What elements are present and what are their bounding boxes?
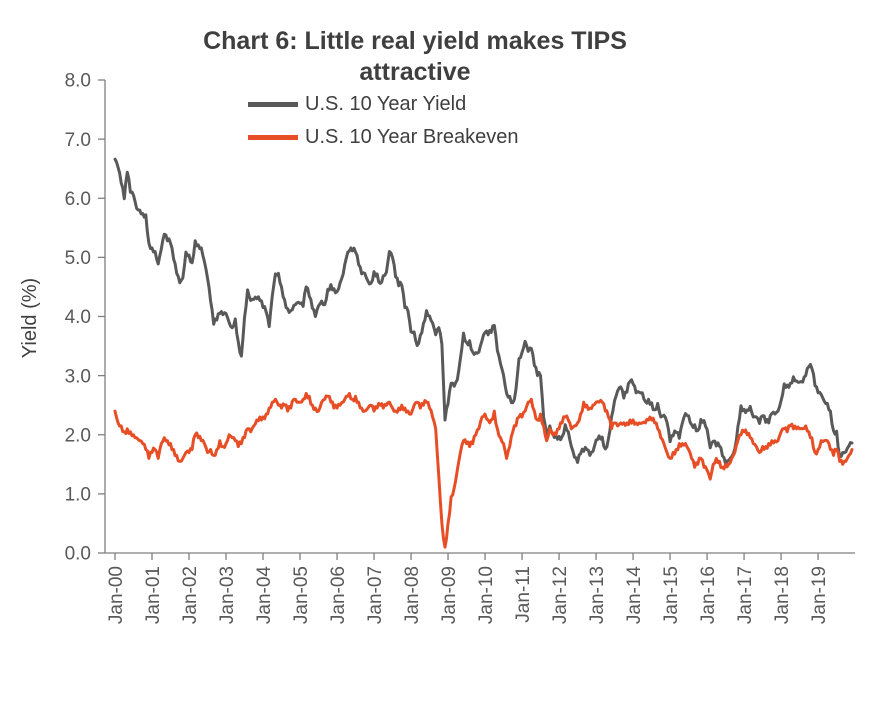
svg-text:0.0: 0.0 [65, 544, 91, 565]
svg-text:Jan-16: Jan-16 [698, 566, 719, 624]
svg-text:Jan-12: Jan-12 [550, 566, 571, 624]
svg-text:3.0: 3.0 [65, 366, 91, 387]
y-axis-title: Yield (%) [19, 278, 41, 358]
svg-text:Jan-01: Jan-01 [143, 566, 164, 624]
svg-text:Jan-03: Jan-03 [217, 566, 238, 624]
legend-label-yield: U.S. 10 Year Yield [305, 93, 467, 115]
chart-title: Chart 6: Little real yield makes TIPS at… [203, 27, 627, 87]
svg-text:Jan-05: Jan-05 [291, 566, 312, 624]
breakeven-line-swatch-icon [248, 135, 298, 140]
svg-text:5.0: 5.0 [65, 248, 91, 269]
svg-text:Jan-14: Jan-14 [624, 566, 645, 625]
svg-text:Jan-19: Jan-19 [809, 566, 830, 624]
svg-text:6.0: 6.0 [65, 189, 91, 210]
svg-text:8.0: 8.0 [65, 71, 91, 92]
svg-text:Jan-00: Jan-00 [106, 566, 127, 624]
yield-line-swatch-icon [248, 102, 298, 107]
svg-text:Jan-02: Jan-02 [180, 566, 201, 624]
svg-text:2.0: 2.0 [65, 425, 91, 446]
svg-text:Jan-13: Jan-13 [587, 566, 608, 624]
svg-text:7.0: 7.0 [65, 130, 91, 151]
svg-text:Jan-09: Jan-09 [439, 566, 460, 624]
chart-legend: U.S. 10 Year Yield U.S. 10 Year Breakeve… [248, 88, 518, 154]
legend-item-yield: U.S. 10 Year Yield [248, 88, 518, 121]
svg-text:4.0: 4.0 [65, 307, 91, 328]
legend-label-breakeven: U.S. 10 Year Breakeven [305, 126, 519, 148]
svg-text:Jan-04: Jan-04 [254, 566, 275, 625]
svg-text:Jan-11: Jan-11 [513, 566, 534, 623]
svg-text:Jan-06: Jan-06 [328, 566, 349, 624]
svg-text:Jan-15: Jan-15 [661, 566, 682, 624]
svg-text:Jan-07: Jan-07 [365, 566, 386, 624]
plot-layer: 0.0 1.0 2.0 3.0 4.0 5.0 6.0 7.0 8.0 Jan-00 Jan-01 J… [65, 71, 855, 624]
svg-text:Jan-10: Jan-10 [476, 566, 497, 624]
svg-text:Jan-08: Jan-08 [402, 566, 423, 624]
legend-item-breakeven: U.S. 10 Year Breakeven [248, 121, 518, 154]
svg-text:1.0: 1.0 [65, 485, 91, 506]
svg-text:Jan-18: Jan-18 [772, 566, 793, 624]
svg-text:Jan-17: Jan-17 [735, 566, 756, 624]
